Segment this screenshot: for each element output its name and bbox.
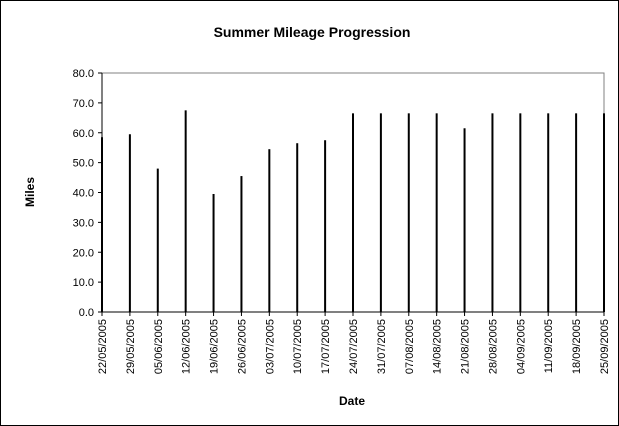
x-tick-label: 29/05/2005	[125, 319, 137, 374]
x-axis	[101, 312, 605, 316]
bar	[268, 149, 271, 312]
x-tick-label: 24/07/2005	[348, 319, 360, 374]
x-tick-label: 17/07/2005	[320, 319, 332, 374]
x-tick-label: 31/07/2005	[376, 319, 388, 374]
x-tick-label: 22/05/2005	[97, 319, 109, 374]
y-tick-label: 30.0	[73, 217, 94, 229]
x-tick-label: 07/08/2005	[404, 319, 416, 374]
x-tick-label: 12/06/2005	[181, 319, 193, 374]
bar	[491, 113, 494, 312]
y-tick-label: 80.0	[73, 68, 94, 80]
x-tick-label: 04/09/2005	[515, 319, 527, 374]
bar	[296, 143, 299, 312]
y-tick-label: 10.0	[73, 277, 94, 289]
x-tick-label: 11/09/2005	[543, 319, 555, 373]
chart-title: Summer Mileage Progression	[214, 24, 411, 40]
y-axis: 0.0 10.0 20.0 30.0 40.0 50.0 60.0 70.0 80.0	[73, 68, 102, 319]
y-tick-label: 60.0	[73, 128, 94, 140]
bar	[324, 140, 327, 312]
bar	[240, 176, 243, 312]
bar	[184, 110, 187, 312]
x-tick-label: 26/06/2005	[236, 319, 248, 374]
bar	[379, 113, 382, 312]
bar	[547, 113, 550, 312]
bar	[156, 168, 159, 312]
x-tick-label: 18/09/2005	[571, 319, 583, 374]
y-axis-label: Miles	[23, 177, 37, 207]
bar	[603, 113, 605, 312]
bar	[435, 113, 438, 312]
bar	[212, 193, 215, 312]
bar	[463, 128, 466, 312]
x-tick-label: 05/06/2005	[153, 319, 165, 374]
x-tick-label: 25/09/2005	[599, 319, 611, 374]
x-tick-label: 21/08/2005	[460, 319, 472, 374]
x-tick-labels: 22/05/2005 29/05/2005 05/06/2005 12/06/2005…	[97, 319, 611, 374]
bar	[519, 113, 522, 312]
y-tick-label: 70.0	[73, 98, 94, 110]
y-tick-label: 50.0	[73, 158, 94, 170]
y-tick-label: 20.0	[73, 247, 94, 259]
bar	[352, 113, 354, 312]
x-tick-label: 14/08/2005	[432, 319, 444, 374]
y-tick-label: 40.0	[73, 188, 94, 200]
bar	[575, 113, 578, 312]
x-tick-label: 10/07/2005	[292, 319, 304, 374]
x-tick-label: 19/06/2005	[209, 319, 221, 374]
x-tick-label: 28/08/2005	[487, 319, 499, 374]
bar	[407, 113, 410, 312]
x-tick-label: 03/07/2005	[264, 319, 276, 374]
y-tick-label: 0.0	[79, 307, 94, 319]
x-axis-label: Date	[339, 394, 365, 408]
bar	[128, 134, 131, 312]
